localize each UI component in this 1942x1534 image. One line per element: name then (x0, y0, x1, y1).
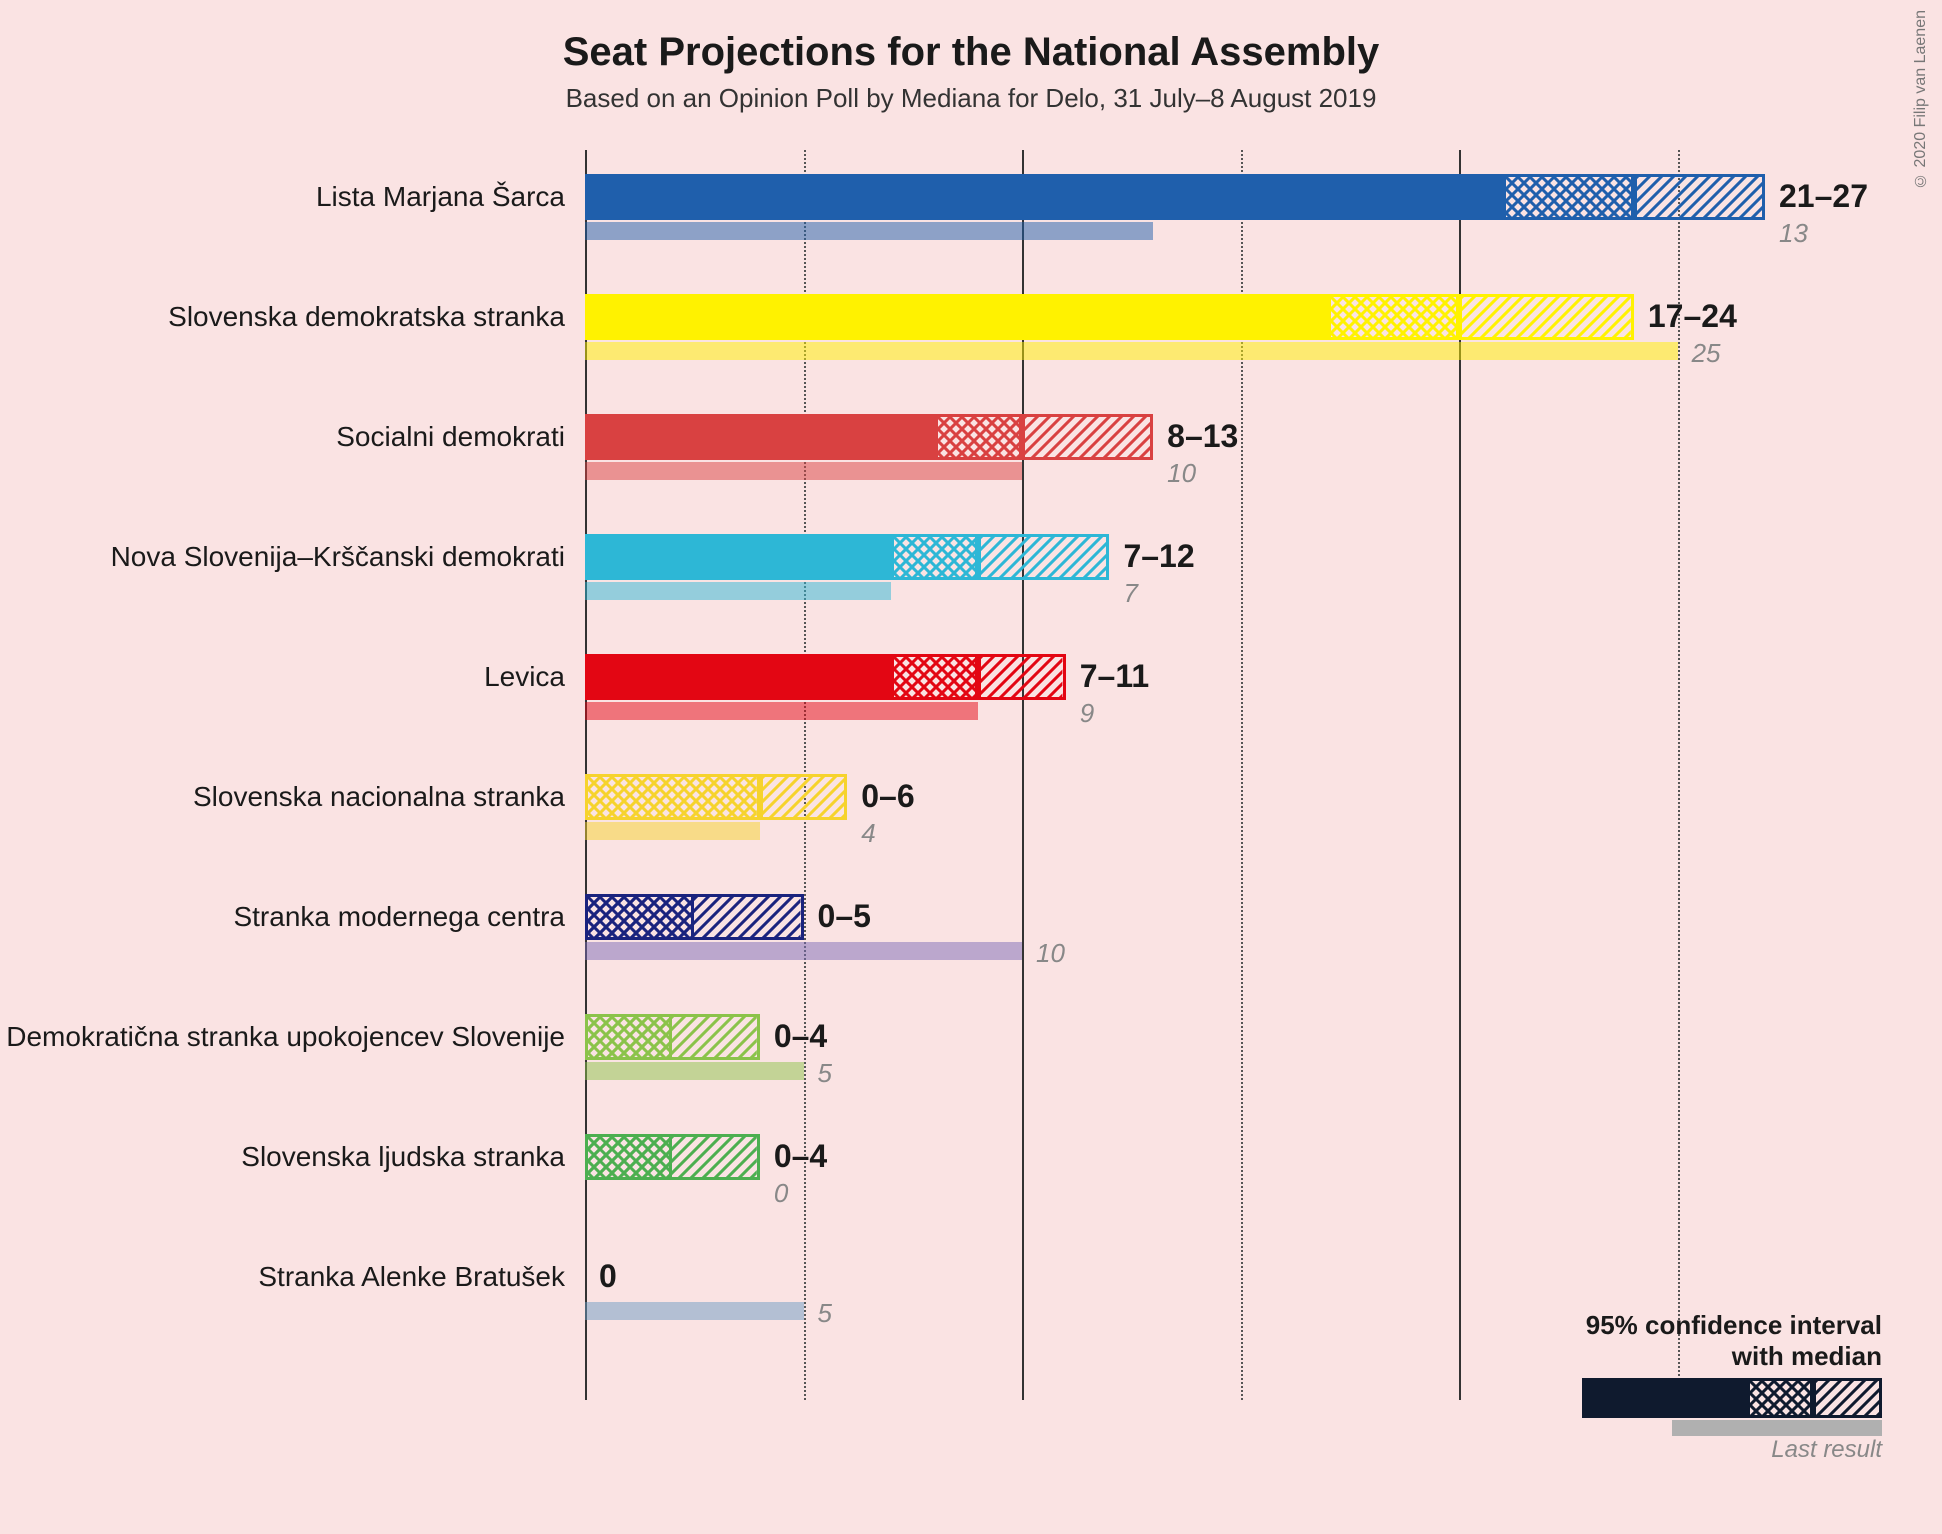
bar-cross (935, 414, 1022, 460)
bar-last (585, 342, 1678, 360)
party-label: Slovenska nacionalna stranka (193, 781, 565, 813)
last-label: 5 (818, 1058, 832, 1089)
range-label: 7–12 (1123, 538, 1194, 575)
chart-subtitle: Based on an Opinion Poll by Mediana for … (0, 75, 1942, 114)
last-label: 10 (1167, 458, 1196, 489)
last-label: 4 (861, 818, 875, 849)
party-row: Slovenska demokratska stranka17–2425 (585, 290, 1765, 410)
party-row: Slovenska ljudska stranka0–40 (585, 1130, 1765, 1250)
party-label: Slovenska ljudska stranka (241, 1141, 565, 1173)
bar-last (585, 582, 891, 600)
bar-solid (585, 174, 1503, 220)
legend-title-line1: 95% confidence interval (1582, 1310, 1882, 1341)
bar-last (585, 1302, 804, 1320)
last-label: 13 (1779, 218, 1808, 249)
party-label: Lista Marjana Šarca (316, 181, 565, 213)
chart-area: Lista Marjana Šarca21–2713Slovenska demo… (585, 150, 1765, 1400)
last-label: 10 (1036, 938, 1065, 969)
range-label: 0–4 (774, 1138, 827, 1175)
bar-last (585, 702, 978, 720)
last-label: 0 (774, 1178, 788, 1209)
bar-last (585, 1062, 804, 1080)
party-row: Levica7–119 (585, 650, 1765, 770)
party-label: Stranka Alenke Bratušek (258, 1261, 565, 1293)
range-label: 21–27 (1779, 178, 1868, 215)
range-label: 17–24 (1648, 298, 1737, 335)
last-label: 5 (818, 1298, 832, 1329)
last-label: 7 (1123, 578, 1137, 609)
range-label: 0 (599, 1258, 617, 1295)
bar-cross (585, 1134, 672, 1180)
legend-seg-diag (1813, 1378, 1882, 1418)
bar-last (585, 462, 1022, 480)
legend-last-bar (1672, 1420, 1882, 1436)
last-label: 9 (1080, 698, 1094, 729)
range-label: 7–11 (1080, 658, 1149, 695)
party-label: Demokratična stranka upokojencev Sloveni… (6, 1021, 565, 1053)
bar-last (585, 822, 760, 840)
bar-cross (1328, 294, 1459, 340)
legend-seg-cross (1747, 1378, 1813, 1418)
party-label: Stranka modernega centra (233, 901, 565, 933)
bar-cross (891, 654, 978, 700)
bar-last (585, 942, 1022, 960)
range-label: 0–4 (774, 1018, 827, 1055)
bar-diag (1459, 294, 1634, 340)
party-label: Socialni demokrati (336, 421, 565, 453)
bar-cross (1503, 174, 1634, 220)
legend-title-line2: with median (1582, 1341, 1882, 1372)
bar-cross (585, 894, 694, 940)
party-row: Demokratična stranka upokojencev Sloveni… (585, 1010, 1765, 1130)
bar-last (585, 222, 1153, 240)
range-label: 0–5 (818, 898, 871, 935)
range-label: 8–13 (1167, 418, 1238, 455)
bar-cross (585, 1014, 672, 1060)
legend-seg-solid (1582, 1378, 1747, 1418)
bar-diag (760, 774, 847, 820)
copyright-text: © 2020 Filip van Laenen (1912, 10, 1930, 189)
legend-last-label: Last result (1582, 1436, 1882, 1464)
party-row: Slovenska nacionalna stranka0–64 (585, 770, 1765, 890)
party-row: Socialni demokrati8–1310 (585, 410, 1765, 530)
bar-cross (585, 774, 760, 820)
legend-bar (1582, 1378, 1882, 1418)
chart-title: Seat Projections for the National Assemb… (0, 0, 1942, 75)
bar-solid (585, 654, 891, 700)
range-label: 0–6 (861, 778, 914, 815)
bar-solid (585, 414, 935, 460)
party-row: Lista Marjana Šarca21–2713 (585, 170, 1765, 290)
bar-solid (585, 534, 891, 580)
legend: 95% confidence intervalwith median Last r… (1582, 1310, 1882, 1464)
bar-diag (978, 654, 1065, 700)
bar-diag (978, 534, 1109, 580)
party-label: Slovenska demokratska stranka (168, 301, 565, 333)
party-row: Nova Slovenija–Krščanski demokrati7–127 (585, 530, 1765, 650)
party-label: Nova Slovenija–Krščanski demokrati (111, 541, 565, 573)
last-label: 25 (1692, 338, 1721, 369)
party-label: Levica (484, 661, 565, 693)
bar-diag (1022, 414, 1153, 460)
bar-diag (1634, 174, 1765, 220)
party-row: Stranka modernega centra0–510 (585, 890, 1765, 1010)
bar-cross (891, 534, 978, 580)
bar-solid (585, 294, 1328, 340)
